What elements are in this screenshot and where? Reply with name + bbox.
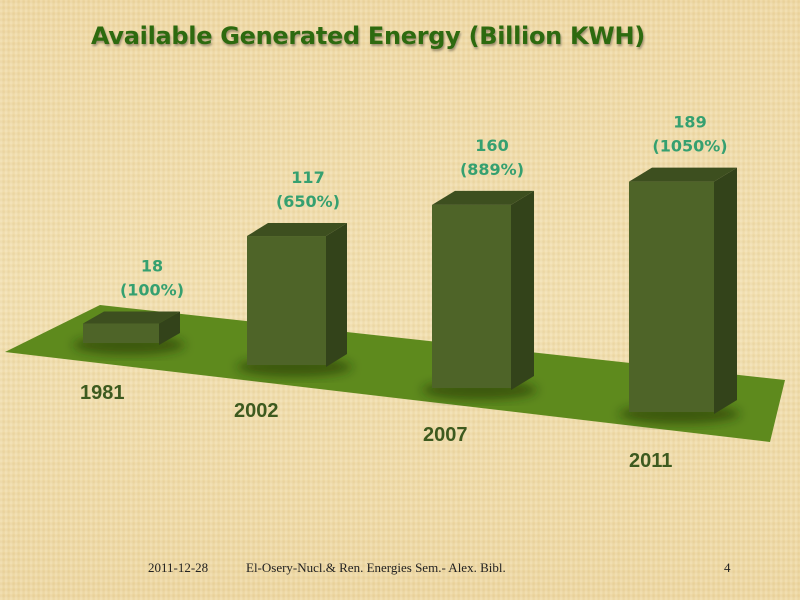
chart-title: Available Generated Energy (Billion KWH) <box>91 22 645 50</box>
footer-date: 2011-12-28 <box>148 560 209 575</box>
bar-front <box>629 181 714 412</box>
percent-label: (889%) <box>460 160 524 179</box>
category-label: 1981 <box>80 382 125 404</box>
category-label: 2007 <box>423 424 468 446</box>
bar <box>237 223 352 377</box>
bar-top <box>629 167 737 182</box>
bar-side <box>326 223 347 367</box>
percent-label: (100%) <box>120 281 184 300</box>
bar <box>422 190 537 400</box>
percent-label: (1050%) <box>652 137 727 156</box>
bar-front <box>432 204 511 388</box>
category-label: 2011 <box>629 450 672 472</box>
bar <box>73 311 185 355</box>
bar-side <box>159 311 180 345</box>
chart-floor <box>5 305 785 442</box>
value-label: 18 <box>141 257 163 276</box>
bar-top <box>432 190 534 205</box>
value-label: 160 <box>475 136 508 155</box>
category-label: 2002 <box>234 400 279 422</box>
bar-side <box>511 190 534 390</box>
bar <box>619 167 740 424</box>
footer-text: El-Osery-Nucl.& Ren. Energies Sem.- Alex… <box>246 560 506 575</box>
bar-side <box>714 167 737 414</box>
bar-top <box>247 223 347 237</box>
bar-front <box>83 323 159 343</box>
value-label: 117 <box>291 168 324 187</box>
bar-top <box>83 311 180 324</box>
value-label: 189 <box>673 113 706 132</box>
bar-front <box>247 236 326 365</box>
percent-label: (650%) <box>276 192 340 211</box>
page-number: 4 <box>724 560 731 575</box>
